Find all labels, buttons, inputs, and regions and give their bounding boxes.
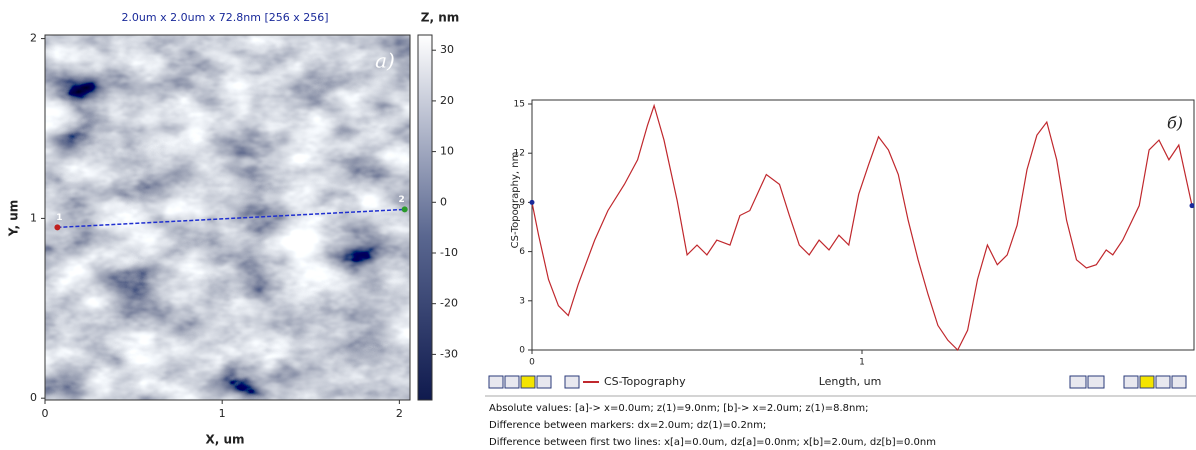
x-axis-label: Length, um <box>819 375 882 388</box>
y-tick-label: 0 <box>30 391 37 404</box>
y-tick-label: 1 <box>30 211 37 224</box>
marker-a <box>529 199 535 205</box>
button[interactable] <box>520 375 536 389</box>
button[interactable] <box>1069 375 1087 389</box>
plot-frame <box>531 99 1195 351</box>
button[interactable] <box>1139 375 1155 389</box>
profile-marker-label: 2 <box>399 195 405 205</box>
y-tick-label: 3 <box>519 296 525 306</box>
colorbar-tick-label: -30 <box>440 347 458 360</box>
button[interactable] <box>536 375 552 389</box>
profile-marker <box>54 224 61 231</box>
colorbar <box>417 34 433 401</box>
colorbar-tick-label: 10 <box>440 145 454 158</box>
profile-marker-label: 1 <box>56 213 62 223</box>
image-title: 2.0um x 2.0um x 72.8nm [256 x 256] <box>121 11 328 24</box>
profile-marker <box>401 206 408 213</box>
panel-label: a) <box>375 49 395 73</box>
y-tick-label: 9 <box>519 198 525 208</box>
plot-area <box>532 103 1193 352</box>
y-axis-label: CS-Topography, nm <box>510 152 521 249</box>
colorbar-tick-label: -20 <box>440 297 458 310</box>
profile-line <box>57 208 405 229</box>
status-line: Difference between first two lines: x[a]… <box>489 437 936 448</box>
button[interactable] <box>1087 375 1105 389</box>
y-tick-label: 6 <box>519 247 525 257</box>
colorbar-label: Z, nm <box>421 11 459 25</box>
button[interactable] <box>1155 375 1171 389</box>
x-tick-label: 1 <box>219 407 226 420</box>
status-line: Absolute values: [a]-> x=0.0um; z(1)=9.0… <box>489 403 869 414</box>
x-tick-label: 2 <box>396 407 403 420</box>
profile-line <box>532 103 1193 352</box>
x-tick-label: 0 <box>529 358 535 368</box>
colorbar-tick-label: -10 <box>440 246 458 259</box>
x-tick-label: 1 <box>859 358 865 368</box>
y-tick-label: 12 <box>514 149 525 159</box>
status-line: Difference between markers: dx=2.0um; dz… <box>489 420 766 431</box>
image-frame <box>44 34 411 401</box>
panel-label: б) <box>1167 114 1183 133</box>
legend-label: CS-Topography <box>604 375 686 388</box>
toolbar-left[interactable] <box>488 375 580 389</box>
y-tick-label: 2 <box>30 32 37 45</box>
colorbar-tick-label: 20 <box>440 94 454 107</box>
button[interactable] <box>564 375 580 389</box>
button[interactable] <box>1171 375 1187 389</box>
afm-image <box>45 35 410 400</box>
marker-b <box>1189 203 1195 209</box>
y-axis-label: Y, um <box>7 200 21 238</box>
toolbar-right[interactable] <box>1069 375 1187 389</box>
colorbar-tick-label: 30 <box>440 43 454 56</box>
button[interactable] <box>488 375 504 389</box>
y-tick-label: 15 <box>514 100 525 110</box>
colorbar-tick-label: 0 <box>440 195 447 208</box>
x-tick-label: 0 <box>42 407 49 420</box>
button[interactable] <box>504 375 520 389</box>
x-axis-label: X, um <box>205 433 244 447</box>
button[interactable] <box>1123 375 1139 389</box>
y-tick-label: 0 <box>519 346 525 356</box>
